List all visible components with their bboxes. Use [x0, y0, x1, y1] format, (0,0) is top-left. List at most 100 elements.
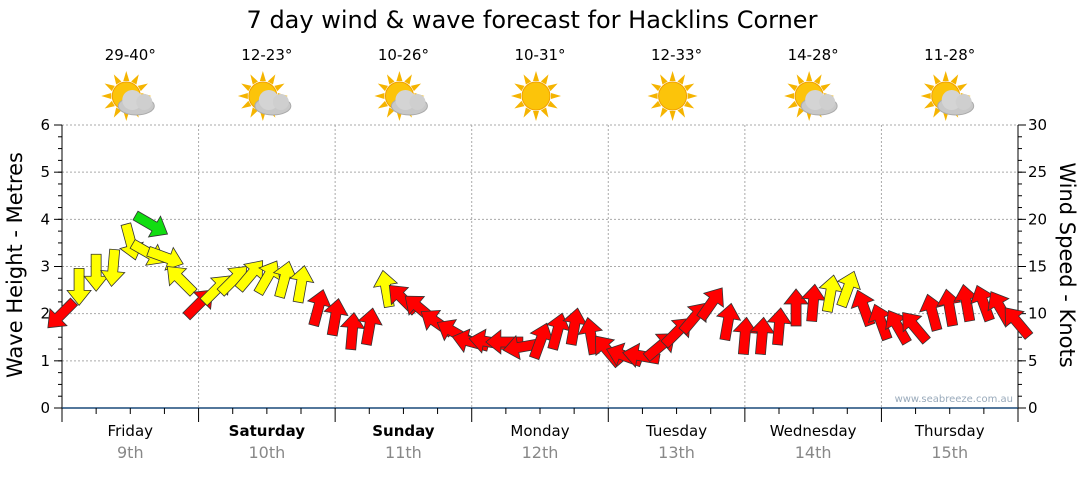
y2-tick-label: 0	[1028, 399, 1038, 417]
y-tick-label: 2	[40, 305, 50, 323]
wind-arrows	[47, 210, 1034, 369]
date-label: 15th	[931, 443, 968, 462]
sun-ray	[950, 74, 959, 85]
sun-ray	[647, 93, 658, 99]
sun-ray	[259, 71, 266, 81]
date-label: 12th	[522, 443, 559, 462]
wind-arrow	[936, 288, 962, 328]
wind-arrow	[919, 293, 944, 332]
sun-ray	[267, 74, 276, 85]
wind-arrow	[66, 267, 92, 307]
cloud-puff	[136, 94, 153, 110]
sun-ray	[404, 74, 412, 85]
wind-arrow	[1004, 307, 1034, 340]
sun-ray	[677, 74, 686, 85]
sun-ray	[386, 74, 395, 85]
cloud-puff	[272, 94, 289, 110]
sun-ray	[660, 74, 668, 85]
day-label: Tuesday	[645, 422, 707, 440]
cloud-puff	[819, 94, 836, 110]
temperature-range: 11-28°	[924, 46, 975, 64]
wind-arrow	[766, 307, 793, 346]
sun-ray	[650, 83, 662, 92]
date-label: 14th	[795, 443, 832, 462]
sun-ray	[942, 71, 949, 81]
cloud-shape	[800, 90, 838, 116]
date-label: 10th	[248, 443, 285, 462]
wind-arrow	[47, 297, 79, 329]
wind-arrow	[289, 265, 315, 304]
partly-cloudy-icon	[237, 71, 292, 121]
wind-arrow	[100, 248, 126, 288]
y-tick-label: 5	[40, 163, 50, 181]
sun-ray	[784, 93, 795, 99]
day-forecasts: 29-40° 12-23° 10-26° 10-31° 12-33° 14-28° 11-2…	[101, 46, 975, 121]
wind-arrow	[850, 289, 876, 328]
sun-ray	[924, 83, 935, 92]
sun-ray	[123, 71, 130, 81]
sun-ray	[377, 83, 388, 92]
y2-tick-label: 15	[1028, 258, 1047, 276]
wind-arrow	[339, 311, 366, 351]
date-label: 9th	[117, 443, 144, 462]
sun-ray	[533, 111, 539, 121]
wind-arrow	[715, 302, 742, 342]
y-tick-label: 1	[40, 352, 50, 370]
temperature-range: 14-28°	[788, 46, 839, 64]
sun-ray	[377, 100, 388, 109]
sun-ray	[241, 100, 252, 109]
sun-ray	[131, 74, 139, 85]
sun-ray	[547, 83, 558, 92]
cloud-shape	[117, 90, 155, 116]
temperature-range: 10-26°	[378, 46, 429, 64]
temperature-range: 12-33°	[651, 46, 702, 64]
date-label: 11th	[385, 443, 422, 462]
wind-arrow	[902, 312, 931, 345]
partly-cloudy-icon	[374, 71, 428, 121]
sun-ray	[514, 100, 525, 109]
y2-tick-label: 25	[1028, 163, 1047, 181]
sun-ray	[101, 93, 112, 99]
temperature-range: 10-31°	[514, 46, 565, 64]
sun-disc	[521, 81, 551, 111]
wind-arrow	[132, 210, 169, 238]
y2-tick-label: 30	[1028, 116, 1047, 134]
wind-arrow	[323, 298, 349, 337]
temperature-range: 12-23°	[241, 46, 292, 64]
sun-ray	[374, 93, 385, 99]
sun-ray	[410, 83, 422, 92]
day-label: Wednesday	[770, 422, 857, 440]
sun-ray	[684, 100, 695, 109]
sun-ray	[933, 74, 941, 85]
sun-icon	[647, 71, 698, 121]
y-tick-label: 4	[40, 210, 50, 228]
day-label: Monday	[510, 422, 569, 440]
wind-arrow	[357, 307, 383, 346]
sun-ray	[787, 83, 798, 92]
sun-ray	[551, 93, 561, 99]
grid	[62, 124, 1018, 408]
sun-ray	[104, 83, 115, 92]
sun-ray	[237, 93, 248, 99]
cloud-puff	[955, 94, 972, 110]
sun-ray	[924, 100, 935, 109]
sun-ray	[677, 107, 686, 118]
sun-ray	[814, 74, 822, 85]
sun-ray	[540, 74, 549, 85]
cloud-shape	[254, 90, 292, 116]
sun-ray	[241, 83, 252, 92]
date-label: 13th	[658, 443, 695, 462]
y2-tick-label: 10	[1028, 305, 1047, 323]
sun-ray	[687, 93, 698, 99]
partly-cloudy-icon	[101, 71, 155, 121]
sun-ray	[796, 74, 805, 85]
sun-ray	[523, 74, 532, 85]
sun-ray	[957, 83, 968, 92]
day-label: Thursday	[914, 422, 985, 440]
sun-ray	[137, 83, 148, 92]
sun-ray	[820, 83, 831, 92]
cloud-shape	[390, 90, 428, 116]
y-tick-label: 6	[40, 116, 50, 134]
partly-cloudy-icon	[784, 71, 838, 121]
